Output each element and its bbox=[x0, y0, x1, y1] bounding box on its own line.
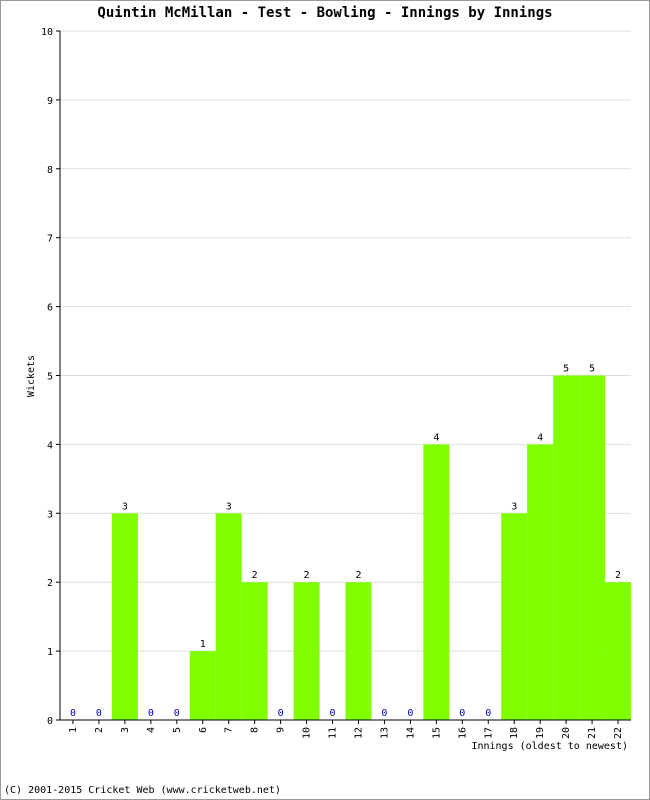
x-tick-label: 12 bbox=[353, 727, 364, 739]
x-tick-label: 11 bbox=[328, 727, 339, 739]
y-tick-label: 9 bbox=[47, 96, 53, 107]
y-tick-label: 5 bbox=[47, 372, 53, 383]
y-tick-label: 0 bbox=[47, 716, 53, 727]
x-tick-label: 22 bbox=[613, 727, 624, 739]
data-label: 4 bbox=[433, 432, 439, 443]
data-label: 2 bbox=[615, 570, 621, 581]
y-tick-label: 6 bbox=[47, 303, 53, 314]
y-axis-label: Wickets bbox=[26, 355, 37, 397]
x-tick-label: 10 bbox=[302, 727, 313, 739]
data-label: 0 bbox=[96, 708, 102, 719]
bar bbox=[501, 513, 528, 720]
x-tick-label: 20 bbox=[561, 727, 572, 739]
data-label: 0 bbox=[330, 708, 336, 719]
bar bbox=[605, 582, 631, 720]
data-label: 0 bbox=[381, 708, 387, 719]
x-tick-label: 3 bbox=[120, 727, 131, 733]
y-tick-label: 4 bbox=[47, 440, 53, 451]
chart-title: Quintin McMillan - Test - Bowling - Inni… bbox=[97, 5, 552, 21]
bar bbox=[189, 651, 216, 720]
bar bbox=[111, 513, 138, 720]
x-tick-label: 1 bbox=[68, 727, 79, 733]
y-tick-label: 7 bbox=[47, 234, 53, 245]
bar bbox=[527, 444, 554, 720]
y-tick-label: 8 bbox=[47, 165, 53, 176]
y-tick-label: 3 bbox=[47, 509, 53, 520]
x-tick-label: 6 bbox=[198, 727, 209, 733]
y-tick-label: 1 bbox=[47, 647, 53, 658]
data-label: 2 bbox=[252, 570, 258, 581]
bar bbox=[579, 375, 606, 720]
bar bbox=[423, 444, 450, 720]
axes bbox=[56, 30, 631, 724]
x-tick-label: 4 bbox=[146, 727, 157, 733]
data-label: 0 bbox=[485, 708, 491, 719]
x-tick-label: 13 bbox=[379, 727, 390, 739]
data-label: 4 bbox=[537, 432, 543, 443]
bar bbox=[215, 513, 242, 720]
x-tick-label: 17 bbox=[483, 727, 494, 739]
copyright-footer: (C) 2001-2015 Cricket Web (www.cricketwe… bbox=[4, 785, 281, 796]
bar bbox=[553, 375, 580, 720]
data-label: 0 bbox=[70, 708, 76, 719]
y-tick-label: 10 bbox=[41, 27, 53, 38]
data-label: 5 bbox=[589, 364, 595, 375]
bar bbox=[241, 582, 268, 720]
data-label: 1 bbox=[200, 639, 206, 650]
x-axis-label: Innings (oldest to newest) bbox=[471, 741, 628, 752]
x-tick-label: 15 bbox=[431, 727, 442, 739]
x-tick-label: 8 bbox=[250, 727, 261, 733]
x-tick-label: 21 bbox=[587, 727, 598, 739]
data-label: 3 bbox=[511, 501, 517, 512]
bars bbox=[111, 375, 631, 720]
data-label: 2 bbox=[304, 570, 310, 581]
data-label: 2 bbox=[355, 570, 361, 581]
data-label: 0 bbox=[278, 708, 284, 719]
bar bbox=[293, 582, 320, 720]
data-label: 5 bbox=[563, 364, 569, 375]
x-tick-label: 9 bbox=[276, 727, 287, 733]
data-label: 0 bbox=[148, 708, 154, 719]
data-label: 0 bbox=[407, 708, 413, 719]
labels: 0123456789100102330405163728092100112120… bbox=[41, 27, 624, 739]
x-tick-label: 16 bbox=[457, 727, 468, 739]
x-tick-label: 2 bbox=[94, 727, 105, 733]
y-tick-label: 2 bbox=[47, 578, 53, 589]
x-tick-label: 14 bbox=[405, 727, 416, 739]
x-tick-label: 7 bbox=[224, 727, 235, 733]
x-tick-label: 5 bbox=[172, 727, 183, 733]
x-tick-label: 18 bbox=[509, 727, 520, 739]
data-label: 3 bbox=[122, 501, 128, 512]
data-label: 0 bbox=[459, 708, 465, 719]
x-tick-label: 19 bbox=[535, 727, 546, 739]
data-label: 0 bbox=[174, 708, 180, 719]
data-label: 3 bbox=[226, 501, 232, 512]
bar bbox=[345, 582, 372, 720]
